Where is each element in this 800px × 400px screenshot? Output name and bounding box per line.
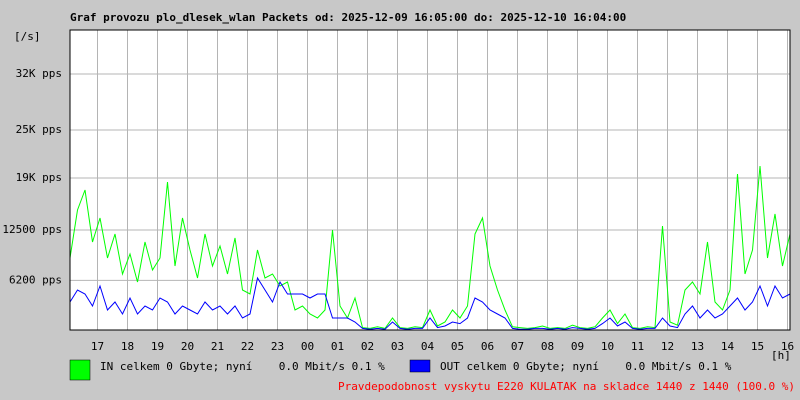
y-tick-label: 6200 pps xyxy=(9,273,62,286)
x-tick-label: 16 xyxy=(781,340,794,353)
x-tick-label: 07 xyxy=(511,340,524,353)
x-tick-label: 15 xyxy=(751,340,764,353)
x-tick-label: 19 xyxy=(151,340,164,353)
legend-swatch xyxy=(69,359,91,381)
x-tick-label: 11 xyxy=(631,340,644,353)
x-tick-label: 06 xyxy=(481,340,494,353)
y-unit: [/s] xyxy=(14,30,41,43)
legend-swatch xyxy=(409,359,431,373)
x-tick-label: 09 xyxy=(571,340,584,353)
series-line xyxy=(69,276,791,330)
plot-area xyxy=(70,30,790,330)
x-tick-label: 22 xyxy=(241,340,254,353)
x-tick-label: 18 xyxy=(121,340,134,353)
x-tick-label: 03 xyxy=(391,340,404,353)
x-tick-label: 10 xyxy=(601,340,614,353)
plot-frame xyxy=(69,29,791,331)
x-tick-label: 04 xyxy=(421,340,435,353)
x-unit: [h] xyxy=(771,349,791,362)
x-tick-label: 13 xyxy=(691,340,704,353)
x-tick-label: 21 xyxy=(211,340,224,353)
y-tick-label: 25K pps xyxy=(16,123,62,136)
x-tick-label: 17 xyxy=(91,340,104,353)
x-tick-label: 00 xyxy=(301,340,314,353)
y-tick-label: 19K pps xyxy=(16,171,62,184)
series-line xyxy=(69,165,791,329)
x-tick-label: 02 xyxy=(361,340,374,353)
x-tick-label: 08 xyxy=(541,340,554,353)
x-tick-label: 01 xyxy=(331,340,344,353)
y-tick-label: 12500 pps xyxy=(2,223,62,236)
x-tick-label: 12 xyxy=(661,340,674,353)
legend-label: OUT celkem 0 Gbyte; nyní 0.0 Mbit/s 0.1 … xyxy=(440,360,732,373)
x-tick-label: 23 xyxy=(271,340,284,353)
x-tick-label: 05 xyxy=(451,340,464,353)
chart-title: Graf provozu plo_dlesek_wlan Packets od:… xyxy=(70,11,626,24)
note: Pravdepodobnost vyskytu E220 KULATAK na … xyxy=(338,380,795,393)
x-tick-label: 14 xyxy=(721,340,735,353)
legend-label: IN celkem 0 Gbyte; nyní 0.0 Mbit/s 0.1 % xyxy=(100,360,385,373)
x-tick-label: 20 xyxy=(181,340,194,353)
y-tick-label: 32K pps xyxy=(16,67,62,80)
